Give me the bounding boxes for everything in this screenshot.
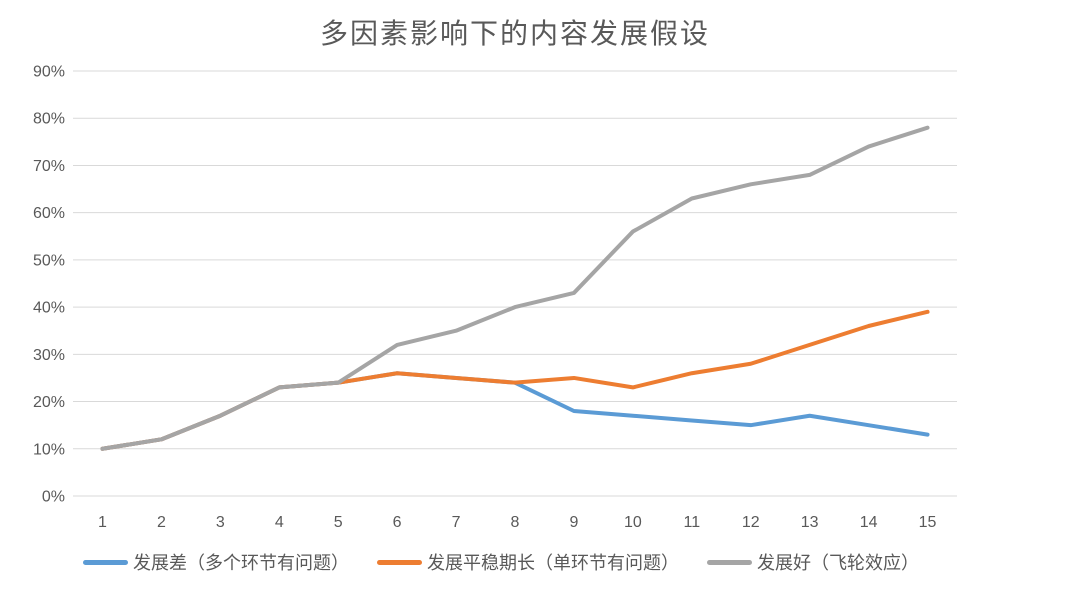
y-tick-label: 90% (33, 64, 65, 81)
legend-item-2: 发展好（飞轮效应） (707, 549, 919, 575)
x-tick-label: 4 (275, 514, 284, 531)
y-tick-label: 60% (33, 205, 65, 222)
x-tick-label: 3 (216, 514, 225, 531)
x-tick-label: 13 (801, 514, 819, 531)
x-tick-label: 10 (624, 514, 642, 531)
x-tick-label: 11 (683, 514, 700, 531)
chart-legend: 发展差（多个环节有问题） 发展平稳期长（单环节有问题） 发展好（飞轮效应） (83, 549, 919, 575)
y-tick-label: 30% (33, 347, 65, 364)
legend-swatch-icon (83, 559, 128, 565)
y-tick-label: 0% (42, 489, 65, 506)
y-tick-label: 70% (33, 158, 65, 175)
y-tick-label: 20% (33, 394, 65, 411)
legend-label: 发展好（飞轮效应） (757, 553, 919, 573)
chart-title: 多因素影响下的内容发展假设 (319, 18, 710, 49)
x-tick-label: 2 (157, 514, 166, 531)
legend-item-1: 发展平稳期长（单环节有问题） (377, 549, 679, 575)
y-tick-label: 50% (33, 252, 65, 269)
x-tick-label: 5 (334, 514, 343, 531)
x-tick-label: 12 (742, 514, 760, 531)
series-line-2 (100, 125, 930, 451)
x-tick-label: 14 (860, 514, 878, 531)
series-line-1 (100, 309, 930, 451)
x-tick-label: 6 (393, 514, 402, 531)
x-tick-label: 15 (919, 514, 937, 531)
legend-label: 发展差（多个环节有问题） (133, 553, 349, 573)
legend-label: 发展平稳期长（单环节有问题） (427, 553, 679, 573)
y-tick-label: 80% (33, 111, 65, 128)
x-tick-label: 7 (452, 514, 461, 531)
x-tick-label: 9 (569, 514, 578, 531)
y-tick-label: 40% (33, 300, 65, 317)
line-chart-plot-area: 0%10%20%30%40%50%60%70%80%90%1 2 3 4 5 6 7 8 9 10… (33, 64, 957, 531)
x-tick-label: 1 (98, 514, 107, 531)
y-tick-label: 10% (33, 441, 65, 458)
legend-swatch-icon (707, 559, 752, 565)
x-tick-label: 8 (511, 514, 520, 531)
legend-item-0: 发展差（多个环节有问题） (83, 549, 349, 575)
legend-swatch-icon (377, 559, 422, 565)
